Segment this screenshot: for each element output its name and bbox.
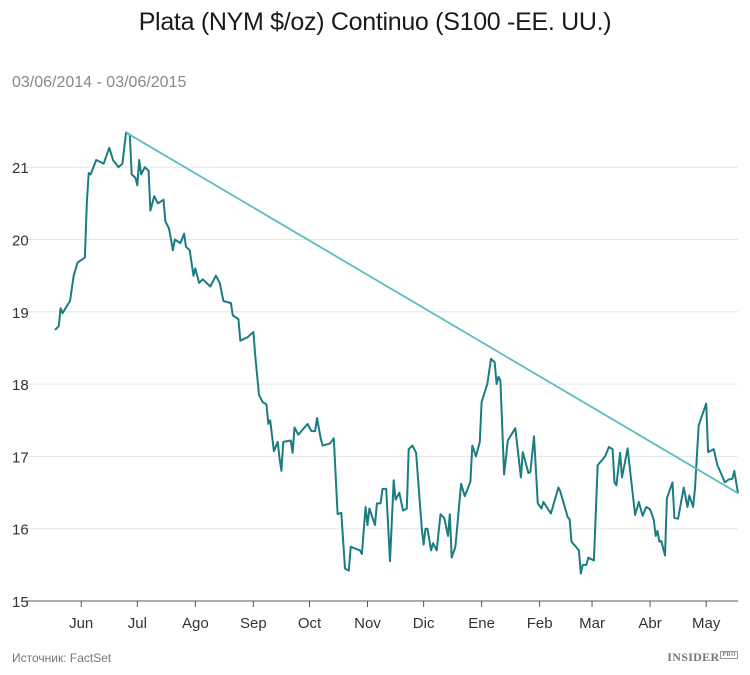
y-axis-ticks: 15 16 17 18 19 20 21 xyxy=(12,160,29,611)
series-layer xyxy=(54,131,739,575)
x-axis: Jun Jul Ago Sep Oct Nov Dic Ene Feb Mar Abr May xyxy=(26,600,738,632)
source-note: Источник: FactSet xyxy=(12,651,112,665)
x-tick-label: Ago xyxy=(182,615,209,632)
y-tick-label: 21 xyxy=(12,160,29,177)
y-tick-label: 17 xyxy=(12,449,29,466)
logo-text: INSIDER xyxy=(667,650,720,664)
x-tick-label: Sep xyxy=(240,615,267,632)
logo-badge: PRO xyxy=(720,651,738,659)
insider-pro-logo: INSIDER PRO xyxy=(667,650,738,665)
x-tick-label: Dic xyxy=(413,615,435,632)
x-tick-label: Ene xyxy=(468,615,495,632)
trend-line xyxy=(125,131,739,495)
x-tick-label: Oct xyxy=(298,615,322,632)
x-tick-label: May xyxy=(692,615,721,632)
chart-title: Plata (NYM $/oz) Continuo (S100 -EE. UU.… xyxy=(138,8,612,36)
y-tick-label: 19 xyxy=(12,305,29,322)
x-tick-label: Nov xyxy=(354,615,381,632)
x-tick-label: Mar xyxy=(579,615,605,632)
x-tick-label: Jul xyxy=(128,615,147,632)
price-line xyxy=(54,131,739,575)
x-tick-label: Jun xyxy=(69,615,93,632)
y-tick-label: 18 xyxy=(12,377,29,394)
y-tick-label: 16 xyxy=(12,522,29,539)
y-tick-label: 15 xyxy=(12,594,29,611)
x-tick-label: Feb xyxy=(527,615,553,632)
x-tick-label: Abr xyxy=(638,615,661,632)
y-tick-label: 20 xyxy=(12,233,29,250)
date-range-subtitle: 03/06/2014 - 03/06/2015 xyxy=(12,74,187,91)
